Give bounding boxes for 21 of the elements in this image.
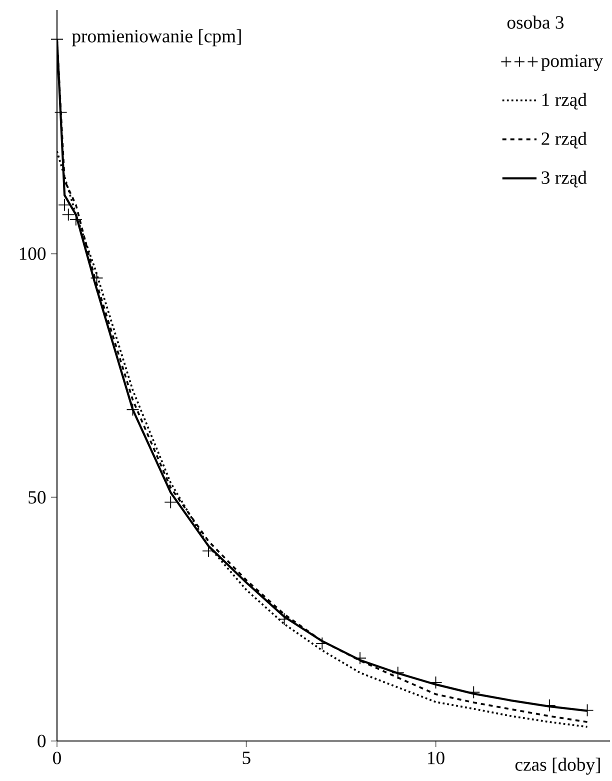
point bbox=[354, 652, 366, 665]
legend-label: 3 rząd bbox=[542, 170, 587, 188]
point bbox=[391, 666, 404, 680]
point bbox=[429, 676, 442, 689]
x-tick-label: 10 bbox=[428, 752, 444, 764]
x-tick-label: 5 bbox=[242, 752, 250, 764]
y-tick-label: 100 bbox=[20, 247, 46, 260]
point bbox=[278, 612, 291, 626]
point bbox=[126, 403, 140, 416]
legend-label: 1 rząd bbox=[542, 92, 587, 110]
x-axis-title: czas [doby] bbox=[515, 758, 600, 775]
legend-label: pomiary bbox=[541, 54, 604, 71]
point bbox=[164, 496, 178, 509]
x-tick-label: 0 bbox=[53, 752, 61, 764]
legend-label: 2 rząd bbox=[542, 132, 587, 148]
point bbox=[58, 198, 72, 212]
point bbox=[90, 272, 104, 284]
y-axis-title: promieniowanie [cpm] bbox=[72, 29, 241, 46]
y-tick-label: 0 bbox=[38, 734, 46, 748]
legend-title: osoba 3 bbox=[507, 16, 564, 29]
y-tick-label: 50 bbox=[28, 491, 46, 504]
